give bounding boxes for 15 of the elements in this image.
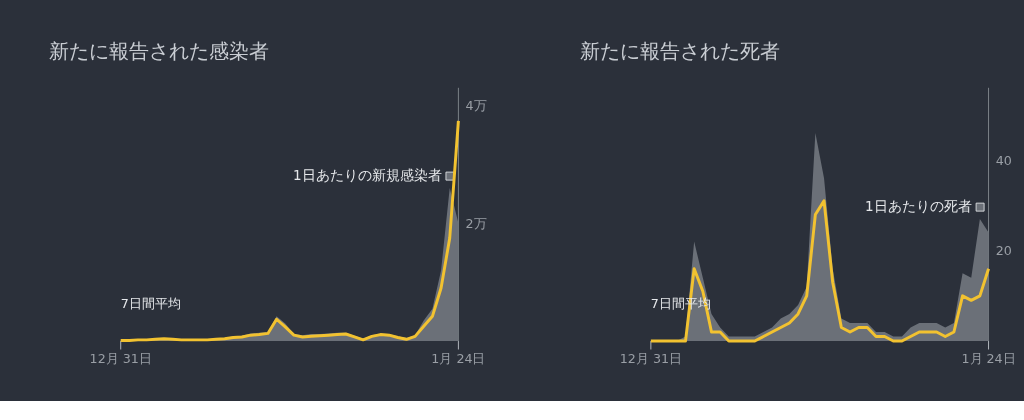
y-tick-label: 20 [995,243,1012,259]
chart-title: 新たに報告された感染者 [49,38,270,63]
chart-title: 新たに報告された死者 [579,38,780,63]
x-tick-label: 12月 31日 [89,351,152,367]
line-series [119,119,460,342]
y-tick-label: 40 [995,152,1012,168]
y-tick-label: 4万 [465,98,487,114]
y-tick-label: 2万 [465,215,487,231]
x-tick-label: 1月 24日 [961,351,1016,367]
x-tick-label: 12月 31日 [619,351,682,367]
line-series [649,199,991,343]
legend-label: 1日あたりの死者 [865,198,972,215]
legend-label: 1日あたりの新規感染者 [292,167,442,184]
x-tick-label: 1月 24日 [431,351,486,367]
text: 7日間平均 [120,296,181,312]
